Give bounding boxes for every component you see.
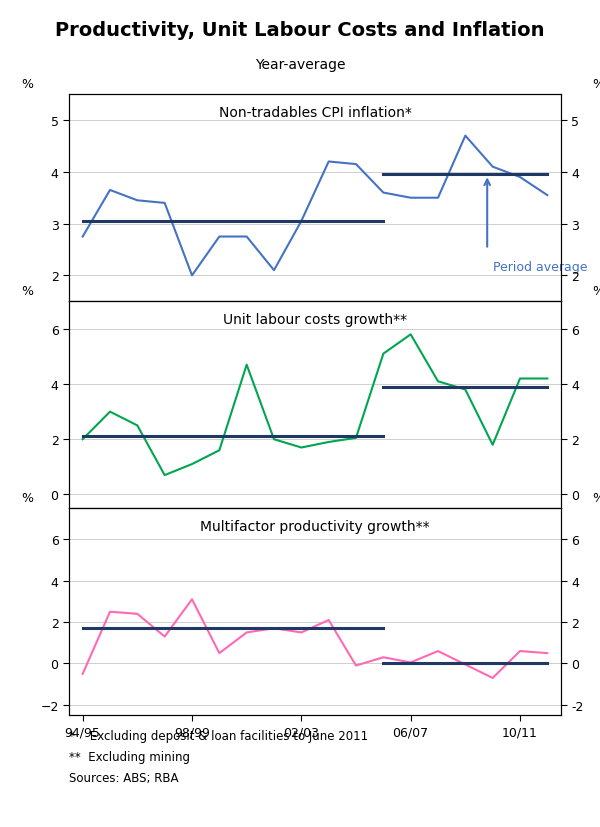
Text: Multifactor productivity growth**: Multifactor productivity growth** xyxy=(200,519,430,533)
Text: %: % xyxy=(21,78,33,91)
Text: Year-average: Year-average xyxy=(255,58,345,72)
Text: %: % xyxy=(592,78,600,91)
Text: *    Excluding deposit & loan facilities to June 2011: * Excluding deposit & loan facilities to… xyxy=(69,729,368,743)
Text: %: % xyxy=(592,284,600,298)
Text: %: % xyxy=(21,491,33,504)
Text: Non-tradables CPI inflation*: Non-tradables CPI inflation* xyxy=(218,106,412,119)
Text: Sources: ABS; RBA: Sources: ABS; RBA xyxy=(69,771,179,784)
Text: Unit labour costs growth**: Unit labour costs growth** xyxy=(223,312,407,326)
Text: **  Excluding mining: ** Excluding mining xyxy=(69,750,190,763)
Text: Period average: Period average xyxy=(493,261,587,274)
Text: Productivity, Unit Labour Costs and Inflation: Productivity, Unit Labour Costs and Infl… xyxy=(55,21,545,40)
Text: %: % xyxy=(21,284,33,298)
Text: %: % xyxy=(592,491,600,504)
